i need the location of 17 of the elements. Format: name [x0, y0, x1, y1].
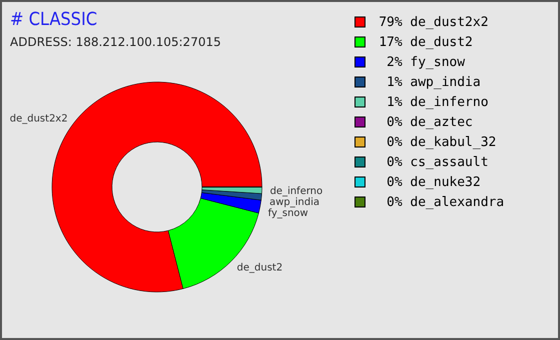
- text: 79% de_dust2x2: [378, 15, 488, 30]
- text: 1% de_inferno: [386, 95, 488, 110]
- chart-title: # CLASSIC: [10, 9, 98, 30]
- legend-label: 0% de_kabul_32: [371, 135, 496, 150]
- chart-subtitle: ADDRESS: 188.212.100.105:27015: [10, 35, 221, 49]
- slice-label: fy_snow: [268, 208, 308, 220]
- slice-label: awp_india: [270, 197, 320, 208]
- text: 1% awp_india: [386, 75, 481, 90]
- text: 17% de_dust2: [378, 35, 473, 50]
- slice-label: de_dust2: [236, 262, 283, 274]
- legend-label: 0% de_nuke32: [371, 175, 481, 190]
- legend-label: 0% de_aztec: [371, 115, 473, 130]
- legend-label: 0% de_alexandra: [371, 195, 504, 210]
- legend-label: 0% cs_assault: [371, 155, 488, 170]
- text: 2% fy_snow: [386, 55, 465, 70]
- slice-label: de_inferno: [270, 186, 323, 198]
- slice-label: de_dust2x2: [10, 113, 68, 124]
